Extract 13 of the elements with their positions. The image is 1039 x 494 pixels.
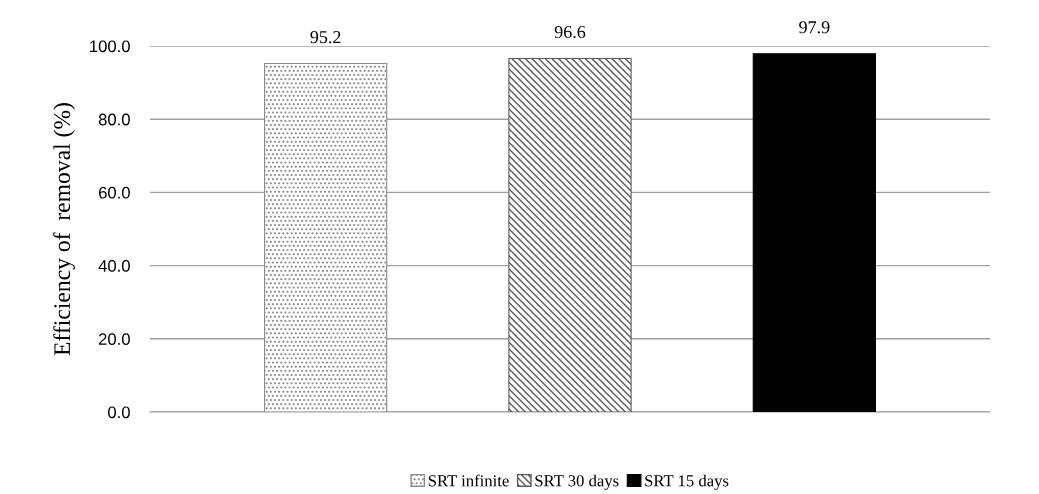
legend-label: SRT 30 days: [535, 474, 619, 490]
data-label: 95.2: [310, 31, 341, 44]
legend-label: SRT infinite: [428, 474, 509, 487]
y-tick-label: 0.0: [108, 406, 130, 419]
y-tick-label: 20.0: [98, 333, 130, 345]
y-tick-label: 40.0: [98, 260, 130, 272]
y-axis-title: Efficiency of removal (%): [53, 103, 75, 356]
y-tick-label: 60.0: [98, 186, 130, 199]
data-label: 96.6: [554, 25, 586, 39]
legend-label: SRT 15 days: [645, 474, 729, 490]
y-tick-label: 100.0: [90, 40, 130, 53]
data-label: 97.9: [799, 21, 830, 34]
y-tick-label: 80.0: [98, 113, 130, 126]
